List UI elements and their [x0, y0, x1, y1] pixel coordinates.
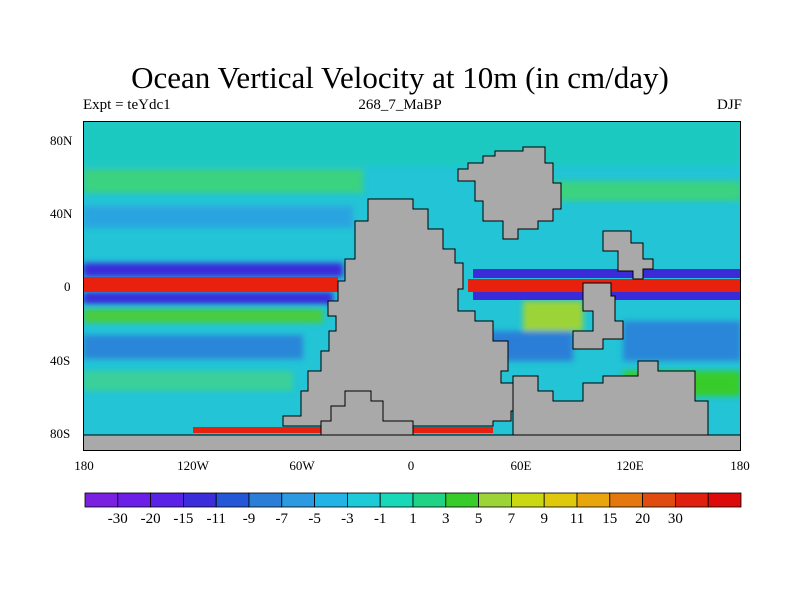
northern-positive-band	[83, 169, 363, 193]
x-label-120e: 120E	[616, 458, 644, 473]
colorbar-box	[576, 492, 611, 508]
x-label-180w: 180	[74, 458, 94, 473]
colorbar-box	[478, 492, 512, 508]
continent-east	[602, 230, 654, 280]
colorbar-box	[445, 492, 479, 508]
colorbar-label: 15	[602, 511, 618, 527]
experiment-label: Expt = teYdc1	[83, 97, 171, 113]
continent-west	[282, 198, 534, 427]
colorbar-label: -20	[140, 511, 161, 527]
northern-positive-band-east	[553, 181, 741, 201]
equatorial-negative-north	[83, 263, 343, 277]
colorbar-box	[379, 492, 414, 508]
colorbar-label: -11	[206, 511, 226, 527]
colorbar-label: 9	[540, 511, 548, 527]
south-central-land	[320, 390, 414, 436]
colorbar-box	[281, 492, 316, 508]
subtropic-positive-band	[83, 309, 323, 323]
colorbar-label: -3	[341, 511, 354, 527]
colorbar	[84, 492, 742, 508]
colorbar-label: 1	[409, 511, 417, 527]
colorbar-box	[117, 492, 151, 508]
season-label: DJF	[716, 97, 742, 113]
colorbar-box	[707, 492, 742, 508]
arctic-band	[83, 121, 741, 166]
x-label-60e: 60E	[510, 458, 532, 473]
island-east	[572, 282, 624, 350]
equatorial-downwelling-east-north	[473, 269, 741, 278]
midlat-negative-band	[83, 206, 353, 228]
equatorial-negative-south	[83, 292, 333, 304]
x-label-180e: 180	[730, 458, 750, 473]
colorbar-box	[183, 492, 217, 508]
colorbar-label: 7	[507, 511, 516, 527]
x-label-0: 0	[407, 458, 415, 473]
colorbar-box	[609, 492, 643, 508]
velocity-map	[83, 121, 741, 451]
colorbar-label: -15	[173, 511, 194, 527]
y-label-80s: 80S	[50, 426, 71, 441]
colorbar-box	[314, 492, 348, 508]
colorbar-label: 3	[442, 511, 450, 527]
landmass	[83, 146, 741, 451]
colorbar-label: 30	[667, 511, 683, 527]
colorbar-box	[84, 492, 119, 508]
plot-title: Ocean Vertical Velocity at 10m (in cm/da…	[131, 60, 669, 95]
colorbar-label: -9	[242, 511, 256, 527]
colorbar-box	[642, 492, 676, 508]
y-label-0: 0	[64, 279, 71, 294]
colorbar-label: 20	[635, 511, 651, 527]
x-label-120w: 120W	[177, 458, 209, 473]
y-label-40s: 40S	[50, 353, 71, 368]
colorbar-box	[412, 492, 447, 508]
colorbar-boxes	[84, 492, 742, 508]
continent-north	[457, 146, 562, 240]
colorbar-label: -30	[107, 511, 128, 527]
colorbar-label: -1	[373, 511, 387, 527]
indian-positive-patch	[523, 301, 583, 331]
map-frame	[83, 121, 741, 451]
equatorial-upwelling-west	[83, 277, 338, 292]
colorbar-box	[675, 492, 709, 508]
eastern-southern-patch	[623, 321, 741, 361]
colorbar-box	[510, 492, 545, 508]
period-label: 268_7_MaBP	[358, 97, 442, 113]
colorbar-label: 5	[474, 511, 483, 527]
x-label-60w: 60W	[289, 458, 315, 473]
colorbar-label: 11	[569, 511, 585, 527]
y-label-40n: 40N	[50, 206, 73, 221]
southern-negative-band	[83, 335, 303, 359]
colorbar-box	[248, 492, 283, 508]
southern-positive-band	[83, 371, 293, 391]
colorbar-label: -5	[308, 511, 321, 527]
southern-land	[83, 434, 741, 451]
y-label-80n: 80N	[50, 133, 73, 148]
colorbar-box	[346, 492, 381, 508]
colorbar-box	[543, 492, 578, 508]
colorbar-box	[150, 492, 184, 508]
south-east-land	[512, 360, 709, 436]
colorbar-label: -7	[275, 511, 289, 527]
colorbar-box	[215, 492, 250, 508]
